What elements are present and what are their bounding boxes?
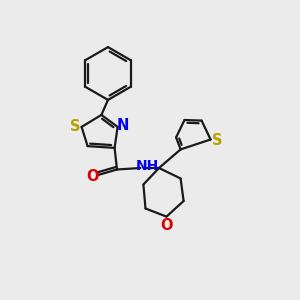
Text: S: S xyxy=(212,133,223,148)
Text: O: O xyxy=(87,169,99,184)
Text: NH: NH xyxy=(135,159,159,173)
Text: S: S xyxy=(70,119,80,134)
Text: O: O xyxy=(160,218,173,233)
Text: N: N xyxy=(117,118,129,133)
